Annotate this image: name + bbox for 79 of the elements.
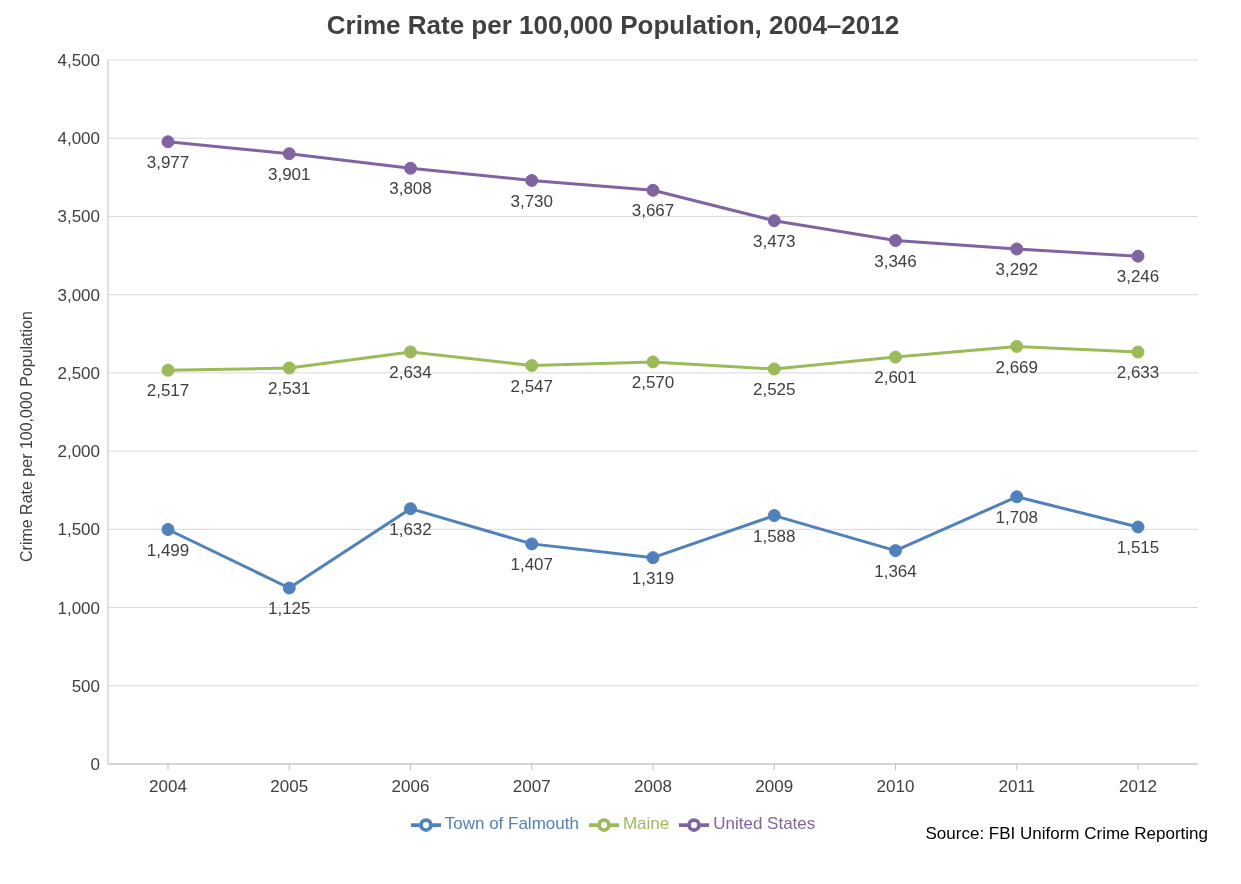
legend-label: United States (713, 814, 816, 834)
y-tick-label: 1,000 (57, 598, 100, 618)
x-tick-label: 2005 (270, 777, 309, 797)
y-tick-label: 4,000 (57, 129, 100, 149)
point (404, 502, 417, 516)
point (525, 537, 539, 551)
data-label: 2,601 (874, 368, 917, 388)
point (404, 161, 417, 175)
point (525, 359, 539, 373)
data-label: 2,531 (267, 379, 311, 399)
data-label: 3,473 (752, 231, 796, 251)
point (767, 509, 781, 523)
y-tick-label: 1,500 (57, 520, 100, 540)
data-label: 2,669 (995, 357, 1039, 377)
y-axis-title: Crime Rate per 100,000 Population (17, 311, 35, 562)
data-label: 3,901 (267, 164, 311, 184)
x-tick-label: 2006 (391, 777, 430, 797)
y-tick-label: 0 (90, 755, 100, 775)
data-label: 3,246 (1116, 267, 1160, 287)
point (1010, 242, 1024, 256)
point (889, 544, 902, 558)
data-label: 1,407 (510, 554, 554, 574)
y-tick-label: 3,000 (57, 285, 100, 305)
data-label: 2,570 (631, 373, 675, 393)
point (404, 345, 417, 359)
data-label: 1,708 (995, 507, 1039, 527)
point (646, 551, 660, 565)
source-note: Source: FBI Uniform Crime Reporting (925, 824, 1208, 844)
x-tick-label: 2004 (149, 777, 187, 797)
x-tick-label: 2007 (512, 777, 551, 797)
data-label: 2,547 (510, 376, 554, 396)
data-label: 1,515 (1116, 538, 1160, 558)
point (1010, 490, 1024, 504)
x-tick-label: 2012 (1119, 777, 1157, 797)
point (1010, 339, 1024, 353)
point (161, 363, 175, 377)
point (767, 214, 781, 228)
data-label: 3,346 (874, 251, 917, 271)
y-tick-label: 2,000 (57, 442, 100, 462)
y-tick-label: 2,500 (57, 363, 100, 383)
point (161, 135, 175, 149)
x-tick-label: 2011 (998, 777, 1036, 797)
x-tick-label: 2008 (634, 777, 672, 797)
y-tick-label: 3,500 (57, 207, 100, 227)
data-label: 2,525 (752, 380, 796, 400)
point (525, 173, 539, 187)
point (161, 522, 175, 536)
y-tick-label: 4,500 (57, 51, 100, 71)
data-label: 3,977 (146, 152, 190, 172)
data-label: 3,730 (510, 191, 554, 211)
point (1131, 249, 1145, 263)
x-tick-label: 2010 (876, 777, 915, 797)
y-tick-label: 500 (71, 676, 100, 696)
x-tick-label: 2009 (755, 777, 794, 797)
point (1131, 345, 1145, 359)
legend-label: Maine (622, 814, 670, 834)
point (646, 355, 660, 369)
point (282, 147, 296, 161)
data-label: 2,517 (146, 381, 190, 401)
point (767, 362, 781, 376)
data-label: 2,634 (389, 363, 432, 382)
data-label: 3,808 (389, 179, 432, 199)
data-label: 1,632 (389, 519, 432, 539)
data-label: 1,588 (752, 526, 796, 546)
point (889, 350, 902, 364)
chart-title: Crime Rate per 100,000 Population, 2004–2012 (325, 9, 901, 42)
point (646, 183, 660, 197)
point (282, 581, 296, 595)
point (1131, 520, 1145, 534)
data-label: 3,667 (631, 201, 675, 221)
legend-label: Town of Falmouth (444, 814, 579, 834)
point (282, 361, 296, 375)
data-label: 2,633 (1116, 363, 1160, 383)
data-label: 1,319 (631, 568, 675, 588)
data-label: 1,364 (874, 561, 917, 581)
data-label: 1,125 (267, 599, 311, 619)
data-label: 1,499 (146, 540, 190, 560)
point (889, 234, 902, 248)
data-label: 3,292 (995, 260, 1039, 280)
